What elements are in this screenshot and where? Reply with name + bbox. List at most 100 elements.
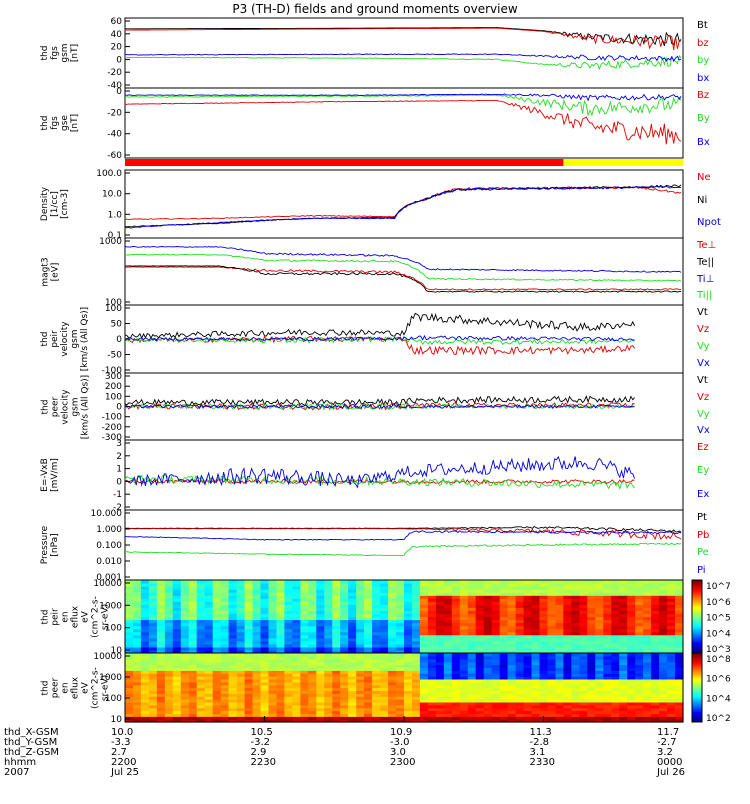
spectrogram-cell — [467, 625, 477, 630]
spectrogram-cell — [244, 658, 254, 663]
spectrogram-cell — [396, 592, 405, 596]
colorbar-cell — [692, 713, 702, 716]
spectrogram-cell — [140, 655, 150, 660]
spectrogram-cell — [435, 655, 445, 660]
spectrogram-cell — [435, 704, 445, 709]
spectrogram-cell — [515, 678, 525, 683]
spectrogram-cell — [356, 681, 365, 686]
spectrogram-cell — [443, 586, 453, 590]
spectrogram-cell — [531, 616, 541, 621]
spectrogram-cell — [619, 707, 628, 712]
spectrogram-cell — [356, 640, 365, 645]
spectrogram-cell — [651, 610, 660, 614]
spectrogram-cell — [172, 704, 182, 709]
spectrogram-cell — [148, 595, 158, 599]
spectrogram-cell — [611, 598, 620, 602]
spectrogram-cell — [348, 601, 357, 605]
spectrogram-cell — [356, 631, 365, 636]
spectrogram-cell — [204, 646, 214, 651]
spectrogram-cell — [412, 687, 421, 691]
spectrogram-cell — [643, 601, 652, 605]
spectrogram-cell — [228, 616, 238, 621]
spectrogram-cell — [419, 701, 429, 706]
spectrogram-cell — [308, 670, 317, 674]
spectrogram-cell — [276, 619, 286, 624]
spectrogram-cell — [523, 707, 533, 712]
colorbar-cell — [692, 587, 702, 590]
spectrogram-cell — [571, 713, 580, 717]
spectrogram-cell — [276, 613, 286, 618]
spectrogram-cell — [340, 637, 349, 642]
spectrogram-cell — [467, 664, 477, 668]
spectrogram-cell — [531, 604, 541, 608]
spectrogram-cell — [292, 696, 301, 700]
spectrogram-cell — [675, 719, 684, 723]
spectrogram-cell — [515, 634, 525, 639]
spectrogram-cell — [188, 707, 198, 712]
spectrogram-cell — [348, 716, 357, 720]
spectrogram-cell — [236, 637, 246, 642]
spectrogram-cell — [372, 643, 381, 648]
spectrogram-cell — [643, 716, 652, 720]
spectrogram-cell — [523, 631, 533, 636]
spectrogram-cell — [627, 607, 636, 611]
spectrogram-cell — [563, 716, 572, 720]
spectrogram-cell — [196, 716, 206, 720]
spectrogram-cell — [204, 710, 214, 714]
spectrogram-cell — [611, 604, 620, 608]
spectrogram-cell — [252, 670, 262, 674]
spectrogram-cell — [404, 693, 413, 697]
orbit-row-label: thd_Y-GSM — [4, 737, 58, 748]
spectrogram-cell — [220, 625, 230, 630]
spectrogram-cell — [651, 673, 660, 677]
spectrogram-cell — [212, 719, 222, 723]
spectrogram-cell — [499, 673, 509, 677]
spectrogram-cell — [252, 667, 262, 671]
spectrogram-cell — [196, 616, 206, 621]
y-tick-label: 10000 — [93, 579, 122, 589]
spectrogram-cell — [587, 687, 596, 691]
spectrogram-cell — [419, 592, 429, 596]
spectrogram-cell — [204, 681, 214, 686]
spectrogram-cell — [563, 707, 572, 712]
spectrogram-cell — [125, 704, 134, 709]
spectrogram-cell — [308, 589, 317, 593]
spectrogram-cell — [451, 586, 461, 590]
spectrogram-cell — [563, 589, 572, 593]
spectrogram-cell — [396, 646, 405, 651]
spectrogram-cell — [651, 667, 660, 671]
spectrogram-cell — [196, 604, 206, 608]
spectrogram-cell — [316, 601, 325, 605]
spectrogram-cell — [332, 580, 341, 584]
spectrogram-cell — [268, 710, 278, 714]
spectrogram-cell — [475, 690, 485, 694]
spectrogram-cell — [419, 670, 429, 674]
spectrogram-cell — [412, 670, 421, 674]
spectrogram-cell — [579, 661, 588, 666]
spectrogram-cell — [276, 643, 286, 648]
spectrogram-cell — [292, 595, 301, 599]
spectrogram-cell — [236, 628, 246, 633]
spectrogram-cell — [372, 637, 381, 642]
spectrogram-cell — [196, 640, 206, 645]
legend-temperature-1: Te|| — [697, 256, 715, 268]
spectrogram-cell — [659, 610, 668, 614]
spectrogram-cell — [180, 637, 190, 642]
spectrogram-cell — [611, 713, 620, 717]
spectrogram-cell — [332, 719, 341, 723]
spectrogram-cell — [212, 716, 222, 720]
spectrogram-cell — [475, 592, 485, 596]
spectrogram-cell — [619, 637, 628, 642]
spectrogram-cell — [236, 681, 246, 686]
spectrogram-cell — [443, 619, 453, 624]
spectrogram-cell — [228, 707, 238, 712]
colorbar-cell — [692, 711, 702, 714]
spectrogram-cell — [659, 670, 668, 674]
spectrogram-cell — [675, 601, 684, 605]
spectrogram-cell — [419, 625, 429, 630]
spectrogram-cell — [372, 713, 381, 717]
spectrogram-cell — [164, 595, 174, 599]
spectrogram-cell — [284, 622, 293, 627]
spectrogram-cell — [308, 678, 317, 683]
spectrogram-cell — [156, 610, 166, 614]
